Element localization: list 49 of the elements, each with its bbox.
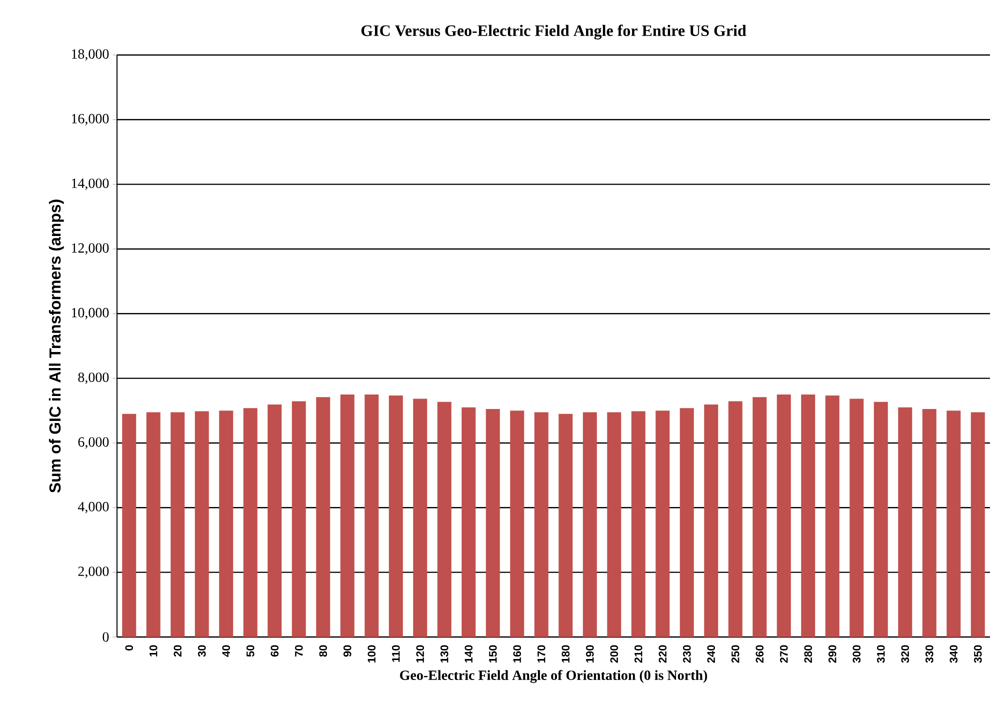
x-tick-label: 310 — [876, 645, 885, 663]
x-tick-label: 190 — [586, 645, 594, 662]
x-tick-label: 170 — [537, 645, 546, 662]
y-tick-label: 2,000 — [78, 566, 109, 578]
x-tick-label: 340 — [950, 645, 958, 663]
x-tick-label: 250 — [731, 645, 740, 663]
x-tick-label: 110 — [392, 645, 400, 662]
x-tick-label: 20 — [174, 645, 182, 657]
x-tick-label: 130 — [440, 645, 448, 662]
x-tick-label: 80 — [319, 645, 328, 657]
x-tick-label: 140 — [464, 645, 473, 662]
x-tick-label: 230 — [682, 645, 691, 663]
y-tick-label: 12,000 — [72, 243, 109, 255]
x-tick-label: 30 — [198, 645, 206, 657]
x-tick-label: 40 — [222, 645, 230, 657]
chart-title: GIC Versus Geo-Electric Field Angle for Entire US Grid — [361, 24, 746, 40]
y-tick-label: 16,000 — [72, 114, 109, 126]
x-tick-label: 240 — [707, 645, 716, 663]
x-axis-title: Geo-Electric Field Angle of Orientation (0 is North) — [400, 670, 708, 683]
x-tick-label: 210 — [634, 645, 642, 663]
x-tick-label: 260 — [756, 645, 764, 663]
x-tick-label: 290 — [828, 645, 836, 663]
y-tick-label: 4,000 — [78, 502, 109, 514]
x-tick-label: 350 — [974, 645, 982, 663]
y-tick-label: 6,000 — [78, 437, 109, 449]
x-tick-label: 280 — [804, 645, 812, 663]
x-tick-label: 160 — [513, 645, 522, 662]
x-tick-label: 330 — [925, 645, 934, 663]
x-tick-label: 150 — [488, 645, 497, 662]
y-tick-label: 8,000 — [78, 372, 109, 384]
x-tick-label: 120 — [416, 645, 424, 662]
y-axis-title: Sum of GIC in All Transformers (amps) — [48, 200, 64, 493]
x-tick-label: 100 — [368, 645, 376, 662]
x-tick-label: 300 — [852, 645, 861, 663]
x-tick-label: 10 — [150, 645, 158, 656]
x-tick-label: 180 — [562, 645, 570, 662]
y-tick-label: 0 — [102, 632, 109, 642]
x-tick-label: 90 — [343, 645, 352, 657]
x-tick-label: 60 — [270, 645, 279, 657]
x-tick-label: 220 — [658, 645, 667, 663]
x-tick-label: 200 — [610, 645, 618, 663]
x-tick-label: 70 — [294, 645, 303, 657]
x-tick-label: 0 — [125, 645, 134, 650]
y-tick-label: 10,000 — [72, 308, 109, 320]
y-tick-label: 18,000 — [72, 49, 109, 61]
x-tick-label: 270 — [780, 645, 788, 663]
x-tick-label: 50 — [246, 645, 254, 657]
x-tick-label: 320 — [901, 645, 910, 663]
y-tick-label: 14,000 — [72, 178, 109, 190]
